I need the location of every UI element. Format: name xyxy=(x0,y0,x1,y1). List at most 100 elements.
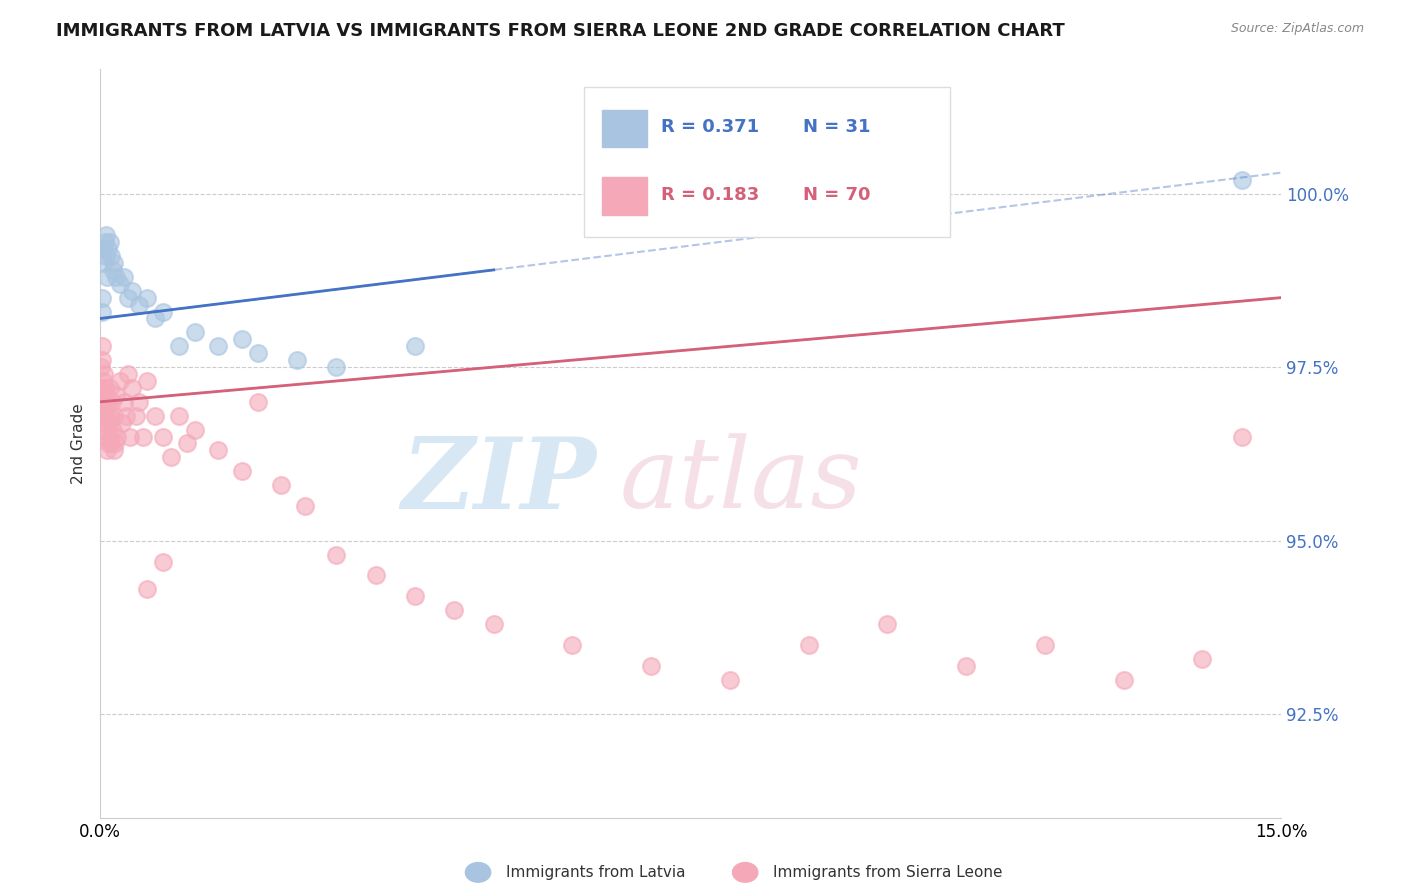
Point xyxy=(101,423,124,437)
Point xyxy=(128,394,150,409)
Text: R = 0.183: R = 0.183 xyxy=(661,186,759,203)
Point xyxy=(111,416,134,430)
Point xyxy=(100,436,122,450)
Point xyxy=(103,409,125,423)
Point xyxy=(124,409,146,423)
Point xyxy=(325,360,347,375)
Point xyxy=(90,381,112,395)
Point xyxy=(132,429,155,443)
Point xyxy=(94,249,117,263)
Point xyxy=(797,638,820,652)
Point xyxy=(404,589,426,603)
Point xyxy=(176,436,198,450)
Point xyxy=(1230,172,1253,186)
Point xyxy=(91,291,114,305)
Point xyxy=(1230,429,1253,443)
FancyBboxPatch shape xyxy=(602,178,647,215)
Point xyxy=(1033,638,1056,652)
Point xyxy=(152,429,174,443)
Point xyxy=(101,394,124,409)
Point xyxy=(94,429,117,443)
FancyBboxPatch shape xyxy=(585,87,950,237)
Point xyxy=(91,353,114,368)
Point xyxy=(143,409,166,423)
Point xyxy=(152,304,174,318)
Point xyxy=(955,658,977,673)
Point xyxy=(482,617,505,632)
Point xyxy=(93,367,115,381)
Point xyxy=(97,436,120,450)
Point xyxy=(207,339,229,353)
Text: atlas: atlas xyxy=(620,434,862,529)
Point xyxy=(443,603,465,617)
Point xyxy=(101,263,124,277)
Point xyxy=(143,311,166,326)
Point xyxy=(97,416,120,430)
Point xyxy=(128,297,150,311)
Point xyxy=(207,443,229,458)
Point xyxy=(97,242,120,256)
Point xyxy=(91,242,114,256)
Point xyxy=(294,499,316,513)
Point xyxy=(96,443,118,458)
Point xyxy=(136,374,159,388)
Text: N = 31: N = 31 xyxy=(803,118,870,136)
Point xyxy=(285,353,308,368)
FancyBboxPatch shape xyxy=(602,110,647,147)
Point xyxy=(91,409,114,423)
Point xyxy=(90,360,112,375)
Point xyxy=(107,429,129,443)
Point xyxy=(136,291,159,305)
Point xyxy=(561,638,583,652)
Point xyxy=(94,416,117,430)
Text: N = 70: N = 70 xyxy=(803,186,870,203)
Point xyxy=(112,394,135,409)
Point xyxy=(183,326,205,340)
Point xyxy=(718,673,741,687)
Point xyxy=(231,332,253,346)
Point xyxy=(91,374,114,388)
Text: Immigrants from Latvia: Immigrants from Latvia xyxy=(506,865,686,880)
Point xyxy=(96,228,118,243)
Point xyxy=(270,478,292,492)
Point xyxy=(325,548,347,562)
Text: R = 0.371: R = 0.371 xyxy=(661,118,759,136)
Point xyxy=(231,464,253,478)
Point xyxy=(1112,673,1135,687)
Y-axis label: 2nd Grade: 2nd Grade xyxy=(72,403,86,483)
Point xyxy=(98,409,121,423)
Point xyxy=(96,388,118,402)
Point xyxy=(160,450,183,465)
Point xyxy=(103,256,125,270)
Point xyxy=(246,346,269,360)
Point xyxy=(404,339,426,353)
Point xyxy=(1191,652,1213,666)
Point xyxy=(121,381,143,395)
Point xyxy=(98,235,121,249)
Point xyxy=(94,381,117,395)
Point xyxy=(98,381,121,395)
Point xyxy=(96,269,118,284)
Point xyxy=(117,291,139,305)
Point xyxy=(136,582,159,597)
Point xyxy=(94,235,117,249)
Text: Source: ZipAtlas.com: Source: ZipAtlas.com xyxy=(1230,22,1364,36)
Text: Immigrants from Sierra Leone: Immigrants from Sierra Leone xyxy=(773,865,1002,880)
Point xyxy=(167,409,190,423)
Point xyxy=(108,374,131,388)
Point xyxy=(93,401,115,416)
Point xyxy=(93,256,115,270)
Point xyxy=(183,423,205,437)
Point xyxy=(104,436,127,450)
Point xyxy=(364,568,387,582)
Point xyxy=(112,269,135,284)
Point xyxy=(100,249,122,263)
Point xyxy=(121,284,143,298)
Point xyxy=(152,555,174,569)
Point xyxy=(104,388,127,402)
Point xyxy=(117,367,139,381)
Text: ZIP: ZIP xyxy=(401,433,596,529)
Point xyxy=(246,394,269,409)
Point xyxy=(96,409,118,423)
Point xyxy=(90,339,112,353)
